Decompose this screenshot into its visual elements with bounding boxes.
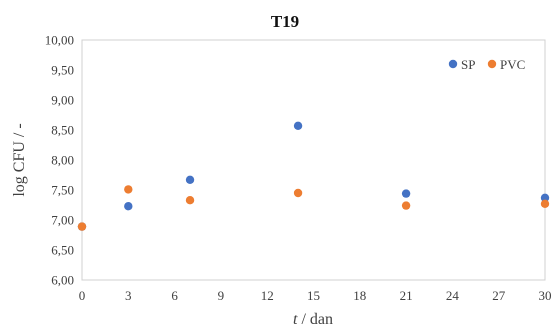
- plot-area: [81, 39, 546, 281]
- x-tick-label: 27: [492, 288, 506, 303]
- x-axis-label-variable: t: [293, 311, 298, 328]
- legend-marker-sp: [448, 59, 458, 69]
- data-point-pvc: [293, 188, 303, 198]
- data-point-pvc: [540, 199, 550, 208]
- chart-title: T19: [271, 12, 299, 31]
- x-tick-label: 18: [353, 288, 366, 303]
- y-tick-label: 10,00: [45, 33, 74, 48]
- data-point-pvc: [124, 185, 133, 194]
- y-tick-label: 8,50: [51, 123, 74, 138]
- x-axis-label: t / dan: [293, 311, 333, 328]
- series-pvc: [77, 185, 550, 231]
- y-tick-label: 8,00: [51, 153, 74, 168]
- x-tick-label: 15: [307, 288, 320, 303]
- legend-label-pvc: PVC: [500, 57, 525, 72]
- data-point-pvc: [401, 201, 411, 210]
- x-tick-label: 6: [171, 288, 178, 303]
- y-axis-label: log CFU / -: [11, 123, 28, 196]
- y-tick-label: 9,50: [51, 63, 74, 78]
- x-tick-label: 30: [539, 288, 552, 303]
- x-axis-label-unit: / dan: [297, 311, 333, 328]
- y-tick-label: 6,50: [51, 243, 74, 258]
- legend-label-sp: SP: [461, 57, 475, 72]
- x-tick-label: 9: [218, 288, 225, 303]
- series-sp: [77, 121, 550, 231]
- x-tick-label: 21: [400, 288, 413, 303]
- legend-marker-pvc: [487, 59, 497, 69]
- data-point-sp: [185, 175, 195, 184]
- x-axis-ticks: 0 3 6 9 12 15 18 21 24 27 30: [79, 288, 552, 303]
- x-tick-label: 24: [446, 288, 460, 303]
- data-point-sp: [293, 121, 303, 130]
- data-point-pvc: [185, 196, 195, 205]
- data-point-sp: [124, 202, 133, 211]
- y-tick-label: 7,00: [51, 213, 74, 228]
- y-tick-label: 9,00: [51, 93, 74, 108]
- data-points: [77, 121, 550, 231]
- legend: SP PVC: [448, 57, 525, 72]
- x-tick-label: 3: [125, 288, 132, 303]
- y-tick-label: 7,50: [51, 183, 74, 198]
- data-point-pvc: [77, 222, 87, 231]
- y-tick-label: 6,00: [51, 273, 74, 288]
- y-axis-ticks: 6,00 6,50 7,00 7,50 8,00 8,50 9,00 9,50 10,00: [45, 33, 74, 288]
- x-tick-label: 0: [79, 288, 86, 303]
- data-point-sp: [401, 189, 411, 198]
- x-tick-label: 12: [261, 288, 274, 303]
- data-point-sp: [540, 193, 550, 202]
